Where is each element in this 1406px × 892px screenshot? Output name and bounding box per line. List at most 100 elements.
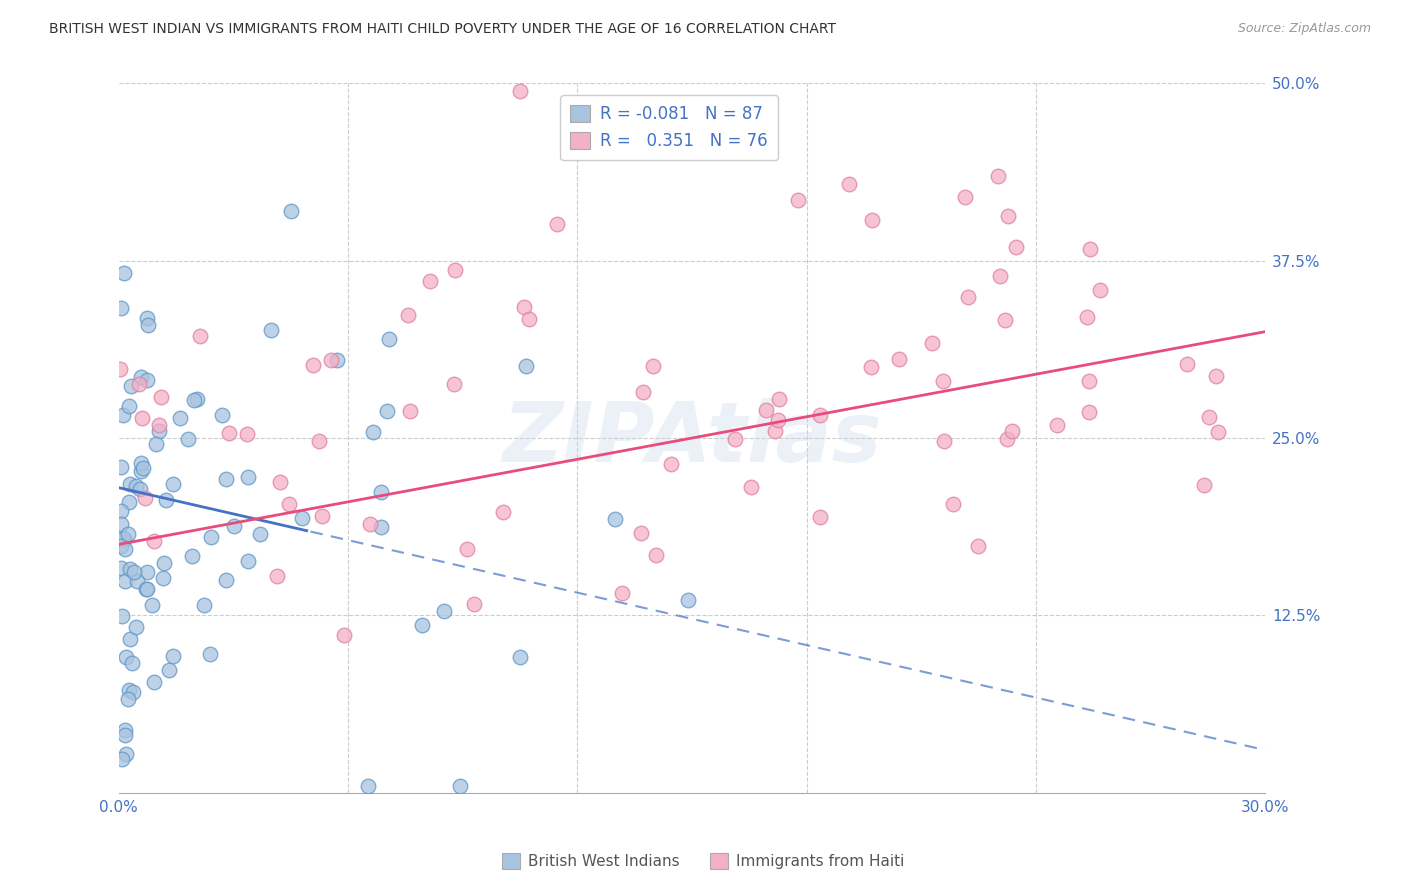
Point <box>995 432 1018 446</box>
Point <box>361 425 384 440</box>
Point <box>433 604 456 618</box>
Point <box>162 649 184 664</box>
Point <box>110 504 132 518</box>
Point <box>134 491 156 505</box>
Point <box>117 691 139 706</box>
Point <box>838 177 860 191</box>
Point <box>1088 283 1111 297</box>
Point <box>157 664 180 678</box>
Point <box>188 329 211 343</box>
Point <box>269 475 291 490</box>
Point <box>887 352 910 367</box>
Point <box>512 300 534 314</box>
Point <box>118 632 141 647</box>
Point <box>1078 242 1101 256</box>
Point <box>135 373 157 387</box>
Point <box>509 83 531 97</box>
Point <box>378 332 401 346</box>
Point <box>236 470 259 484</box>
Point <box>120 378 142 392</box>
Point <box>333 628 356 642</box>
Point <box>214 473 236 487</box>
Point <box>266 568 288 582</box>
Point <box>1205 368 1227 383</box>
Point <box>215 574 238 588</box>
Point <box>110 609 132 624</box>
Point <box>630 526 652 541</box>
Point <box>370 520 392 534</box>
Point <box>603 511 626 525</box>
Point <box>932 374 955 388</box>
Point <box>808 510 831 524</box>
Point <box>411 618 433 632</box>
Point <box>186 392 208 406</box>
Point <box>1198 410 1220 425</box>
Point <box>149 390 172 404</box>
Legend: R = -0.081   N = 87, R =   0.351   N = 76: R = -0.081 N = 87, R = 0.351 N = 76 <box>560 95 778 160</box>
Point <box>1001 425 1024 439</box>
Point <box>145 437 167 451</box>
Point <box>153 556 176 570</box>
Point <box>375 403 398 417</box>
Point <box>456 542 478 557</box>
Point <box>110 459 132 474</box>
Point <box>114 542 136 557</box>
Point <box>1078 405 1101 419</box>
Point <box>443 377 465 392</box>
Point <box>218 426 240 441</box>
Point <box>115 747 138 761</box>
Point <box>176 432 198 446</box>
Point <box>135 582 157 596</box>
Point <box>122 565 145 579</box>
Point <box>443 263 465 277</box>
Point <box>148 417 170 432</box>
Point <box>419 274 441 288</box>
Point <box>956 290 979 304</box>
Point <box>224 519 246 533</box>
Point <box>994 313 1017 327</box>
Point <box>136 582 159 596</box>
Point <box>183 393 205 408</box>
Point <box>111 752 134 766</box>
Point <box>326 353 349 368</box>
Point <box>308 434 330 448</box>
Point <box>148 424 170 438</box>
Point <box>766 413 789 427</box>
Point <box>645 548 668 562</box>
Point <box>610 586 633 600</box>
Point <box>763 424 786 438</box>
Point <box>280 204 302 219</box>
Point <box>152 571 174 585</box>
Point <box>546 217 568 231</box>
Point <box>517 312 540 326</box>
Point <box>1076 310 1098 324</box>
Point <box>125 620 148 634</box>
Point <box>121 685 143 699</box>
Point <box>114 723 136 737</box>
Point <box>633 385 655 400</box>
Point <box>114 649 136 664</box>
Text: Source: ZipAtlas.com: Source: ZipAtlas.com <box>1237 22 1371 36</box>
Point <box>643 359 665 373</box>
Point <box>118 683 141 698</box>
Point <box>768 392 790 406</box>
Point <box>200 530 222 544</box>
Point <box>117 526 139 541</box>
Point <box>118 400 141 414</box>
Point <box>135 310 157 325</box>
Point <box>1201 60 1223 74</box>
Point <box>808 408 831 422</box>
Point <box>193 598 215 612</box>
Point <box>249 527 271 541</box>
Point <box>236 427 259 442</box>
Point <box>311 509 333 524</box>
Point <box>131 464 153 478</box>
Point <box>921 336 943 351</box>
Point <box>997 209 1019 223</box>
Point <box>942 497 965 511</box>
Point <box>132 460 155 475</box>
Point <box>740 480 762 494</box>
Legend: British West Indians, Immigrants from Haiti: British West Indians, Immigrants from Ha… <box>496 847 910 875</box>
Point <box>359 517 381 532</box>
Point <box>128 483 150 497</box>
